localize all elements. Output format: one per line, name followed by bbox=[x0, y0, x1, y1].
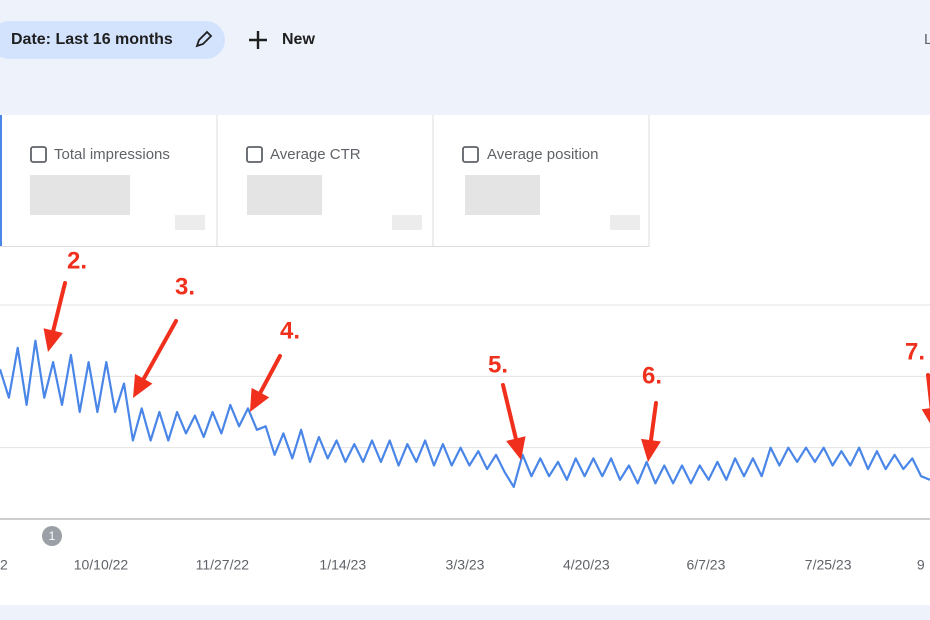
metric-label[interactable]: Average CTR bbox=[270, 146, 361, 163]
blurred-value bbox=[465, 175, 540, 215]
metric-cards: Total impressions Average CTR Average po… bbox=[30, 146, 640, 230]
x-tick-label: 9 bbox=[917, 557, 925, 573]
annotation: 2. bbox=[67, 247, 87, 274]
blurred-value bbox=[610, 215, 640, 230]
checkbox[interactable] bbox=[462, 146, 479, 163]
annotation-arrow bbox=[501, 383, 518, 441]
card-accent bbox=[0, 115, 2, 247]
metric-label[interactable]: Total impressions bbox=[54, 146, 170, 163]
date-filter[interactable]: Date: Last 16 months bbox=[11, 31, 173, 48]
x-tick-label: 6/7/23 bbox=[686, 557, 725, 573]
annotation: 6. bbox=[642, 362, 662, 389]
data-line bbox=[0, 339, 930, 488]
date-chip[interactable] bbox=[0, 21, 225, 59]
annotation: 5. bbox=[488, 351, 508, 378]
blurred-value bbox=[392, 215, 422, 230]
edit-icon[interactable] bbox=[195, 30, 213, 48]
card-borders bbox=[0, 115, 650, 247]
annotation-arrowhead bbox=[506, 436, 526, 460]
blurred-value bbox=[247, 175, 322, 215]
x-tick-label: 1/14/23 bbox=[319, 557, 366, 573]
annotation: 7. bbox=[905, 338, 925, 365]
new-button[interactable]: New bbox=[282, 31, 315, 48]
checkbox[interactable] bbox=[246, 146, 263, 163]
blurred-value bbox=[30, 175, 130, 215]
annotation: 4. bbox=[280, 317, 300, 344]
annotation-arrowhead bbox=[133, 373, 153, 398]
annotation-arrowhead bbox=[921, 408, 930, 424]
annotation-arrowhead bbox=[641, 438, 661, 462]
x-tick-label: 4/20/23 bbox=[563, 557, 610, 573]
footer-bg bbox=[0, 605, 930, 620]
x-tick-label: 11/27/22 bbox=[196, 557, 250, 573]
x-tick-label: 2 bbox=[0, 557, 8, 573]
annotation-arrow bbox=[258, 354, 282, 395]
x-tick-label: 7/25/23 bbox=[805, 557, 852, 573]
plus-icon[interactable] bbox=[249, 31, 267, 49]
annotation-arrow bbox=[648, 401, 658, 443]
cut-label: L bbox=[924, 31, 930, 48]
plot: 2 10/10/22 11/27/22 1/14/23 3/3/23 4/20/23 6/7… bbox=[0, 247, 930, 573]
annotation-arrowhead bbox=[250, 387, 270, 412]
annotation-arrowhead bbox=[43, 328, 63, 352]
x-tick-label: 10/10/22 bbox=[74, 557, 129, 573]
annotation-arrow bbox=[51, 281, 67, 333]
marker[interactable] bbox=[42, 526, 62, 546]
annotation: 3. bbox=[175, 273, 195, 300]
metric-label[interactable]: Average position bbox=[487, 146, 598, 163]
blurred-value bbox=[175, 215, 205, 230]
checkbox[interactable] bbox=[30, 146, 47, 163]
marker-label[interactable]: 1 bbox=[49, 529, 56, 543]
x-tick-label: 3/3/23 bbox=[446, 557, 485, 573]
annotation-arrow bbox=[141, 319, 178, 381]
